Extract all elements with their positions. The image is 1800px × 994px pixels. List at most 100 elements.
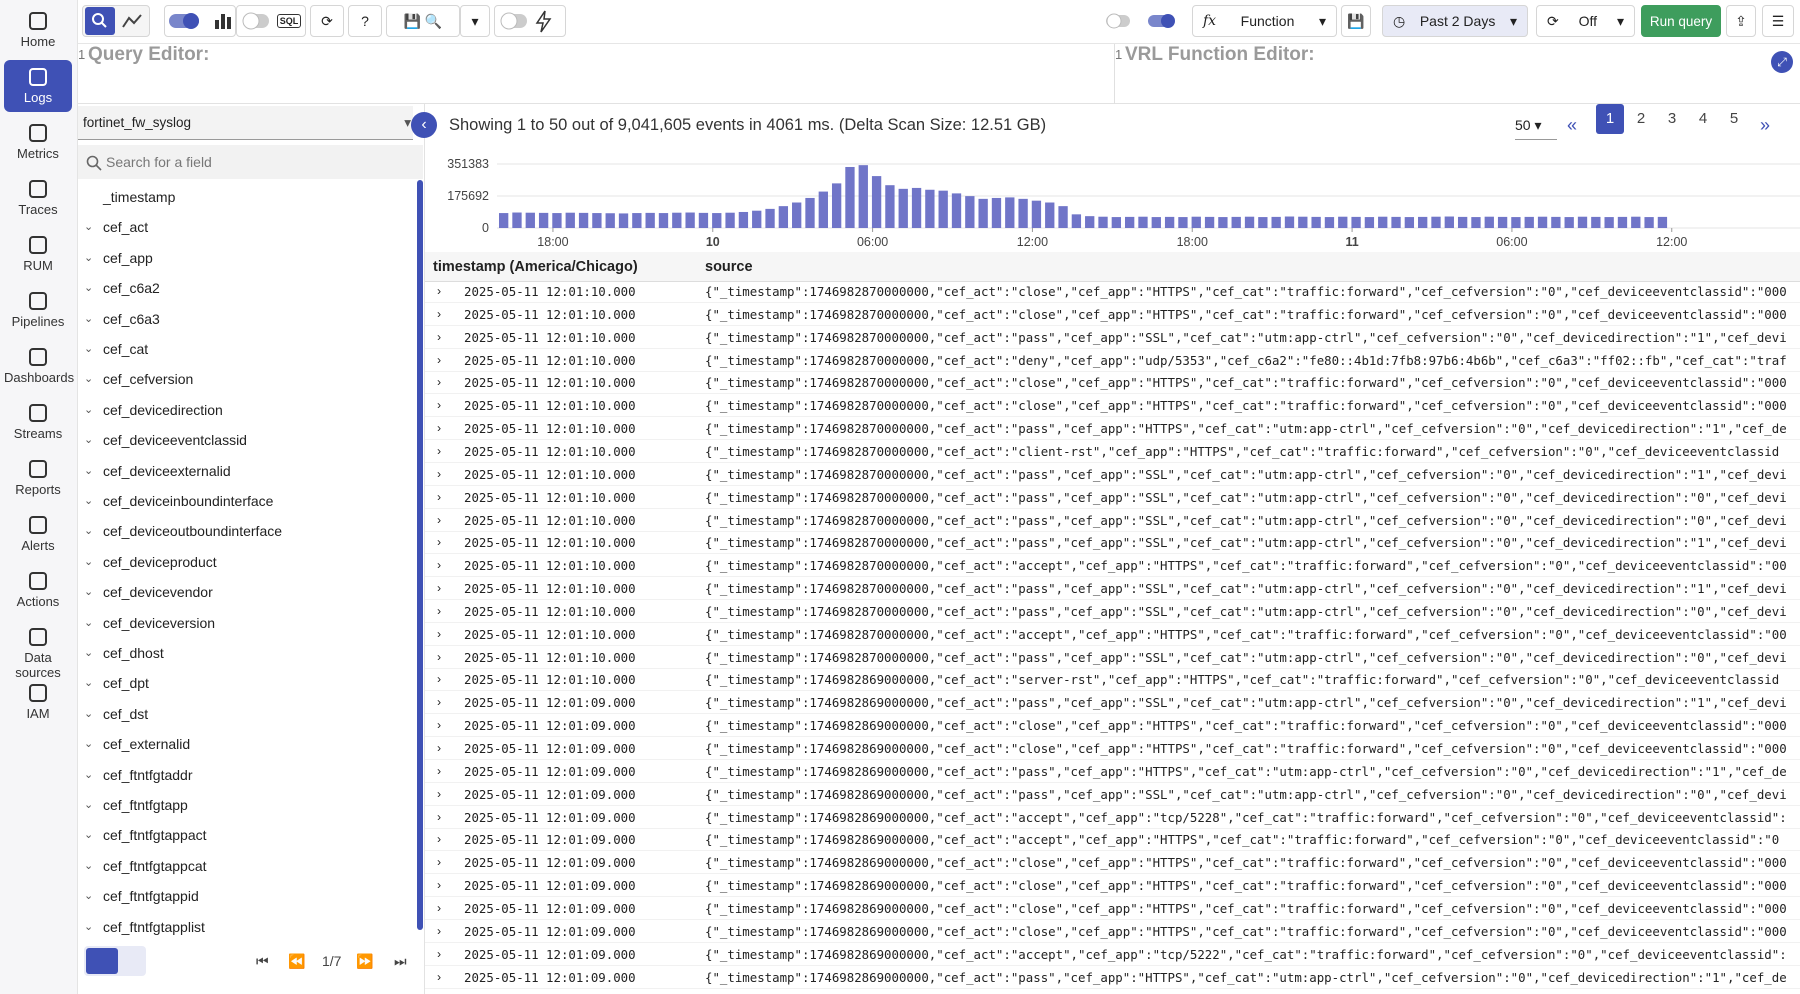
prev-page[interactable]: ⏪ (288, 953, 306, 969)
help-button[interactable]: ? (348, 5, 382, 37)
log-row[interactable]: › 2025-05-11 12:01:09.000 {"_timestamp":17… (425, 806, 1800, 829)
wrap-toggles[interactable] (1104, 7, 1184, 37)
vrl-editor-placeholder[interactable]: VRL Function Editor: (1125, 44, 1315, 65)
log-row[interactable]: › 2025-05-11 12:01:10.000 {"_timestamp":17… (425, 349, 1800, 372)
stream-select[interactable]: fortinet_fw_syslog ▾ (78, 106, 413, 140)
field-item[interactable]: ⌄ cef_ftntfgtappcat (78, 851, 408, 881)
log-row[interactable]: › 2025-05-11 12:01:09.000 {"_timestamp":17… (425, 783, 1800, 806)
field-item[interactable]: ⌄ cef_cefversion (78, 364, 408, 394)
field-item[interactable]: ⌄ cef_dhost (78, 638, 408, 668)
nav-item[interactable]: Data sources (4, 620, 72, 680)
log-row[interactable]: › 2025-05-11 12:01:09.000 {"_timestamp":17… (425, 691, 1800, 715)
nav-item[interactable]: Reports (4, 452, 72, 504)
field-item[interactable]: ⌄ cef_ftntfgtapplist (78, 912, 408, 942)
field-item[interactable]: ⌄ cef_ftntfgtappid (78, 881, 408, 911)
page-button[interactable]: 3 (1667, 110, 1677, 127)
nav-item[interactable]: Dashboards (4, 340, 74, 392)
nav-item[interactable]: Alerts (4, 508, 72, 560)
quick-mode[interactable] (494, 5, 566, 37)
function-select[interactable]: fx Function ▾ (1192, 5, 1337, 37)
menu-button[interactable]: ☰ (1762, 5, 1794, 37)
log-row[interactable]: › 2025-05-11 12:01:10.000 {"_timestamp":17… (425, 486, 1800, 509)
last-page[interactable]: ⏭ (394, 953, 407, 969)
nav-item[interactable]: Traces (4, 172, 72, 224)
log-row[interactable]: › 2025-05-11 12:01:10.000 {"_timestamp":17… (425, 371, 1800, 395)
first-page[interactable]: « (1567, 115, 1578, 135)
nav-item[interactable]: IAM (4, 676, 72, 728)
collapse-button[interactable]: ‹ (411, 112, 437, 138)
log-row[interactable]: › 2025-05-11 12:01:10.000 {"_timestamp":17… (425, 417, 1800, 441)
mode-switch[interactable] (82, 5, 150, 37)
log-row[interactable]: › 2025-05-11 12:01:09.000 {"_timestamp":17… (425, 920, 1800, 943)
refresh-interval[interactable]: ⟳ Off ▾ (1536, 5, 1635, 37)
field-item[interactable]: ⌄ cef_deviceinboundinterface (78, 486, 408, 516)
log-row[interactable]: › 2025-05-11 12:01:09.000 {"_timestamp":17… (425, 966, 1800, 989)
fullscreen-button[interactable]: ⤢ (1771, 51, 1793, 73)
nav-item[interactable]: Actions (4, 564, 72, 616)
field-item[interactable]: ⌄ cef_app (78, 243, 408, 273)
nav-item[interactable]: RUM (4, 228, 72, 280)
nav-item[interactable]: Home (4, 4, 72, 56)
log-row[interactable]: › 2025-05-11 12:01:09.000 {"_timestamp":17… (425, 943, 1800, 966)
field-item[interactable]: ⌄ cef_ftntfgtaddr (78, 760, 408, 790)
view-switch[interactable] (84, 946, 146, 976)
log-row[interactable]: › 2025-05-11 12:01:09.000 {"_timestamp":17… (425, 714, 1800, 738)
histogram-toggle[interactable] (164, 5, 236, 37)
page-button[interactable]: 4 (1698, 110, 1708, 127)
first-page[interactable]: ⏮ (256, 953, 269, 969)
log-row[interactable]: › 2025-05-11 12:01:09.000 {"_timestamp":17… (425, 828, 1800, 852)
log-row[interactable]: › 2025-05-11 12:01:09.000 {"_timestamp":17… (425, 874, 1800, 898)
field-item[interactable]: ⌄ cef_deviceoutboundinterface (78, 516, 408, 546)
field-item[interactable]: ⌄ cef_devicedirection (78, 395, 408, 425)
log-row[interactable]: › 2025-05-11 12:01:09.000 {"_timestamp":17… (425, 897, 1800, 920)
field-item[interactable]: ⌄ cef_devicevendor (78, 577, 408, 607)
field-item[interactable]: ⌄ cef_act (78, 212, 408, 242)
log-row[interactable]: › 2025-05-11 12:01:10.000 {"_timestamp":17… (425, 326, 1800, 349)
log-row[interactable]: › 2025-05-11 12:01:10.000 {"_timestamp":17… (425, 440, 1800, 463)
nav-item[interactable]: Pipelines (4, 284, 72, 336)
next-page[interactable]: ⏩ (356, 953, 374, 969)
log-row[interactable]: › 2025-05-11 12:01:09.000 {"_timestamp":17… (425, 760, 1800, 783)
log-row[interactable]: › 2025-05-11 12:01:09.000 {"_timestamp":17… (425, 851, 1800, 875)
log-row[interactable]: › 2025-05-11 12:01:10.000 {"_timestamp":17… (425, 646, 1800, 669)
last-page[interactable]: » (1760, 115, 1771, 135)
log-row[interactable]: › 2025-05-11 12:01:10.000 {"_timestamp":17… (425, 623, 1800, 646)
saved-views-menu[interactable]: ▾ (460, 5, 490, 37)
nav-item[interactable]: Streams (4, 396, 72, 448)
log-row[interactable]: › 2025-05-11 12:01:10.000 {"_timestamp":17… (425, 531, 1800, 555)
log-row[interactable]: › 2025-05-11 12:01:10.000 {"_timestamp":17… (425, 303, 1800, 326)
page-button[interactable]: 1 (1596, 104, 1624, 134)
page-size[interactable]: 50 ▾ (1515, 110, 1557, 140)
log-row[interactable]: › 2025-05-11 12:01:10.000 {"_timestamp":17… (425, 280, 1800, 303)
share-button[interactable]: ⇪ (1726, 5, 1756, 37)
nav-item[interactable]: Metrics (4, 116, 72, 168)
field-item[interactable]: ⌄ cef_ftntfgtapp (78, 790, 408, 820)
page-button[interactable]: 5 (1729, 110, 1739, 127)
field-item[interactable]: ⌄ cef_dpt (78, 668, 408, 698)
log-row[interactable]: › 2025-05-11 12:01:10.000 {"_timestamp":17… (425, 668, 1800, 692)
page-button[interactable]: 2 (1636, 110, 1646, 127)
field-item[interactable]: ⌄ cef_deviceversion (78, 608, 408, 638)
nav-item[interactable]: Logs (4, 60, 72, 112)
log-row[interactable]: › 2025-05-11 12:01:09.000 {"_timestamp":17… (425, 737, 1800, 760)
field-item[interactable]: _timestamp (78, 182, 408, 212)
reset-button[interactable]: ⟳ (310, 5, 344, 37)
field-item[interactable]: ⌄ cef_ftntfgtappact (78, 820, 408, 850)
field-item[interactable]: ⌄ cef_c6a2 (78, 273, 408, 303)
sql-toggle[interactable]: SQL (236, 5, 306, 37)
field-item[interactable]: ⌄ cef_cat (78, 334, 408, 364)
log-row[interactable]: › 2025-05-11 12:01:10.000 {"_timestamp":17… (425, 463, 1800, 486)
field-search[interactable]: Search for a field (78, 145, 423, 179)
log-row[interactable]: › 2025-05-11 12:01:10.000 {"_timestamp":17… (425, 509, 1800, 532)
run-query[interactable]: Run query (1641, 5, 1721, 37)
log-row[interactable]: › 2025-05-11 12:01:10.000 {"_timestamp":17… (425, 600, 1800, 623)
field-item[interactable]: ⌄ cef_externalid (78, 729, 408, 759)
saved-views[interactable]: 💾 🔍 (386, 5, 460, 37)
field-item[interactable]: ⌄ cef_deviceexternalid (78, 456, 408, 486)
save-function[interactable]: 💾 (1341, 5, 1371, 37)
field-item[interactable]: ⌄ cef_c6a3 (78, 304, 408, 334)
time-range[interactable]: ◷ Past 2 Days ▾ (1382, 5, 1528, 37)
log-row[interactable]: › 2025-05-11 12:01:10.000 {"_timestamp":17… (425, 554, 1800, 578)
query-editor-placeholder[interactable]: Query Editor: (88, 44, 210, 65)
field-item[interactable]: ⌄ cef_deviceproduct (78, 547, 408, 577)
